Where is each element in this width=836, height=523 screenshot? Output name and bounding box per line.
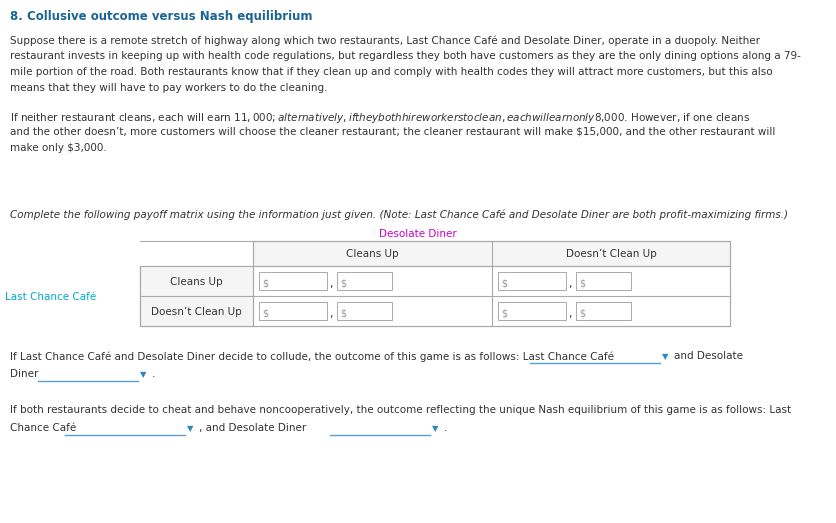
Text: means that they will have to pay workers to do the cleaning.: means that they will have to pay workers…: [10, 83, 327, 93]
Text: Chance Café: Chance Café: [10, 423, 76, 433]
Text: ▼: ▼: [661, 352, 668, 361]
Text: .: .: [443, 423, 446, 433]
Bar: [575, 302, 630, 320]
Bar: [497, 272, 565, 290]
Bar: [337, 302, 391, 320]
Text: ▼: ▼: [186, 424, 193, 433]
Text: If neither restaurant cleans, each will earn $11,000; alternatively, if they bot: If neither restaurant cleans, each will …: [10, 111, 749, 125]
Text: $: $: [579, 278, 584, 288]
Text: $: $: [501, 308, 507, 318]
Text: $: $: [262, 308, 268, 318]
Text: Cleans Up: Cleans Up: [170, 277, 222, 287]
Bar: [252, 241, 729, 266]
Text: ▼: ▼: [140, 370, 146, 379]
Text: restaurant invests in keeping up with health code regulations, but regardless th: restaurant invests in keeping up with he…: [10, 51, 800, 61]
Text: $: $: [579, 308, 584, 318]
Text: ,: ,: [329, 279, 332, 289]
Text: If Last Chance Café and Desolate Diner decide to collude, the outcome of this ga: If Last Chance Café and Desolate Diner d…: [10, 351, 614, 361]
Text: ,: ,: [568, 279, 571, 289]
Bar: [497, 302, 565, 320]
Text: .: .: [152, 369, 155, 379]
Text: Cleans Up: Cleans Up: [345, 249, 398, 259]
Text: , and Desolate Diner: , and Desolate Diner: [199, 423, 306, 433]
Text: $: $: [339, 278, 346, 288]
Text: Complete the following payoff matrix using the information just given. (Note: La: Complete the following payoff matrix usi…: [10, 209, 787, 220]
Text: Diner: Diner: [10, 369, 38, 379]
Text: make only $3,000.: make only $3,000.: [10, 143, 107, 153]
Bar: [258, 302, 327, 320]
Text: ▼: ▼: [431, 424, 438, 433]
Bar: [337, 272, 391, 290]
Text: $: $: [262, 278, 268, 288]
Text: Suppose there is a remote stretch of highway along which two restaurants, Last C: Suppose there is a remote stretch of hig…: [10, 35, 759, 46]
Text: ,: ,: [568, 309, 571, 319]
Text: ,: ,: [329, 309, 332, 319]
Bar: [575, 272, 630, 290]
Text: Last Chance Café: Last Chance Café: [5, 292, 96, 302]
Text: Desolate Diner: Desolate Diner: [379, 229, 456, 239]
Text: Doesn’t Clean Up: Doesn’t Clean Up: [150, 307, 241, 317]
Text: mile portion of the road. Both restaurants know that if they clean up and comply: mile portion of the road. Both restauran…: [10, 67, 772, 77]
Text: If both restaurants decide to cheat and behave noncooperatively, the outcome ref: If both restaurants decide to cheat and …: [10, 405, 790, 415]
Text: $: $: [501, 278, 507, 288]
Bar: [258, 272, 327, 290]
Text: $: $: [339, 308, 346, 318]
Text: and the other doesn’t, more customers will choose the cleaner restaurant; the cl: and the other doesn’t, more customers wi…: [10, 127, 774, 137]
Bar: [140, 266, 252, 326]
Text: 8. Collusive outcome versus Nash equilibrium: 8. Collusive outcome versus Nash equilib…: [10, 10, 312, 23]
Text: Doesn’t Clean Up: Doesn’t Clean Up: [565, 249, 655, 259]
Bar: [140, 266, 729, 326]
Text: and Desolate: and Desolate: [673, 351, 742, 361]
